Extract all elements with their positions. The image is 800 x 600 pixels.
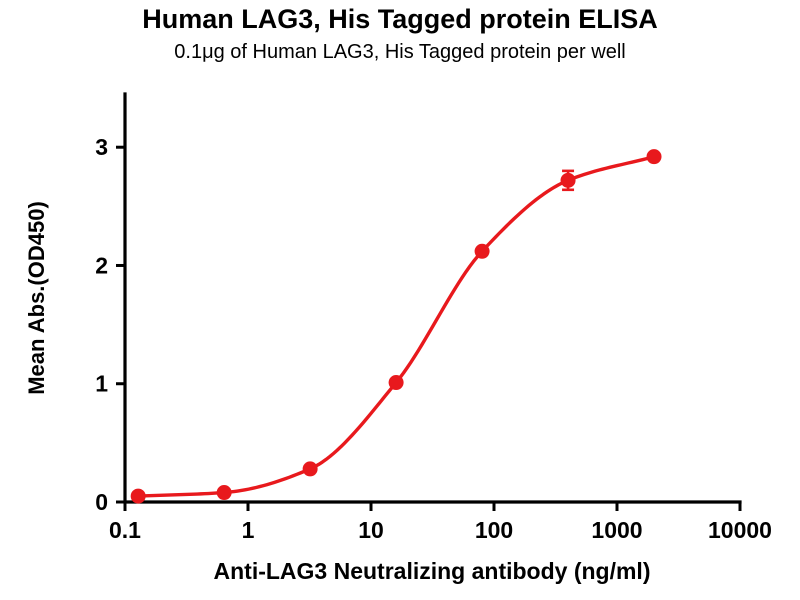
- y-tick-label: 0: [95, 489, 108, 515]
- data-point: [646, 149, 662, 165]
- x-tick-label: 10000: [708, 517, 772, 543]
- chart-header: Human LAG3, His Tagged protein ELISA 0.1…: [0, 0, 800, 64]
- y-tick-label: 1: [95, 371, 108, 397]
- x-tick-label: 1: [242, 517, 255, 543]
- data-point: [302, 461, 318, 477]
- data-point: [216, 485, 232, 501]
- data-point: [560, 172, 576, 188]
- chart-subtitle: 0.1μg of Human LAG3, His Tagged protein …: [174, 41, 626, 63]
- data-point: [474, 243, 490, 259]
- x-tick-label: 0.1: [109, 517, 141, 543]
- chart-title: Human LAG3, His Tagged protein ELISA: [142, 4, 658, 34]
- x-axis-label: Anti-LAG3 Neutralizing antibody (ng/ml): [214, 558, 651, 584]
- x-tick-label: 100: [475, 517, 513, 543]
- data-point: [388, 375, 404, 391]
- y-tick-label: 3: [95, 134, 108, 160]
- x-tick-label: 1000: [591, 517, 642, 543]
- y-tick-label: 2: [95, 252, 108, 278]
- x-tick-label: 10: [358, 517, 384, 543]
- plot-area: 0.1 1 10 100 1000 10000 0 1 2 3: [95, 92, 772, 543]
- y-axis-label: Mean Abs.(OD450): [24, 201, 49, 395]
- data-point: [130, 488, 146, 504]
- fit-curve: [136, 154, 656, 498]
